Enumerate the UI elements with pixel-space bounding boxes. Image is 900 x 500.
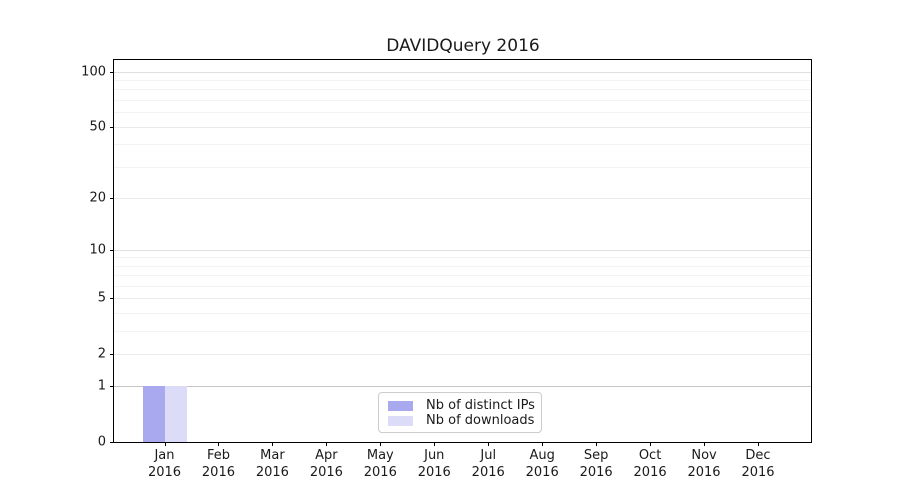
y-gridline-minor bbox=[114, 80, 811, 82]
y-gridline bbox=[114, 126, 811, 128]
legend: Nb of distinct IPs Nb of downloads bbox=[378, 392, 542, 433]
y-tick-label: 2 bbox=[97, 346, 106, 362]
y-gridline bbox=[114, 386, 811, 388]
bar bbox=[142, 386, 165, 442]
x-tick bbox=[704, 442, 706, 446]
y-gridline bbox=[114, 249, 811, 251]
y-tick-label: 50 bbox=[89, 119, 106, 135]
y-tick-label: 1 bbox=[97, 378, 106, 394]
y-tick bbox=[110, 126, 114, 128]
y-gridline bbox=[114, 71, 811, 73]
y-tick-label: 20 bbox=[89, 190, 106, 206]
x-tick-label: May 2016 bbox=[363, 448, 397, 480]
y-tick-label: 100 bbox=[81, 64, 106, 80]
x-tick bbox=[326, 442, 328, 446]
y-gridline-minor bbox=[114, 257, 811, 259]
x-tick-label: Feb 2016 bbox=[201, 448, 235, 480]
y-gridline-minor bbox=[114, 144, 811, 146]
x-tick-label: Oct 2016 bbox=[633, 448, 667, 480]
y-tick bbox=[110, 298, 114, 300]
y-gridline bbox=[114, 353, 811, 355]
x-tick bbox=[272, 442, 274, 446]
y-tick bbox=[110, 249, 114, 251]
y-tick-label: 5 bbox=[97, 290, 106, 306]
y-tick-label: 0 bbox=[97, 434, 106, 450]
y-tick bbox=[110, 71, 114, 73]
y-tick bbox=[110, 197, 114, 199]
legend-swatch-downloads bbox=[388, 415, 413, 426]
legend-entry-downloads: Nb of downloads bbox=[388, 413, 535, 428]
y-gridline-minor bbox=[114, 275, 811, 277]
x-tick bbox=[488, 442, 490, 446]
x-tick bbox=[596, 442, 598, 446]
x-tick bbox=[542, 442, 544, 446]
legend-swatch-distinct-ips bbox=[388, 400, 413, 411]
x-tick bbox=[164, 442, 166, 446]
y-tick-label: 10 bbox=[89, 242, 106, 258]
y-gridline-minor bbox=[114, 265, 811, 267]
x-tick bbox=[758, 442, 759, 446]
y-tick bbox=[110, 386, 114, 388]
y-gridline-minor bbox=[114, 166, 811, 168]
y-gridline-minor bbox=[114, 330, 811, 332]
x-tick bbox=[380, 442, 382, 446]
bar bbox=[164, 386, 187, 442]
chart-title: DAVIDQuery 2016 bbox=[386, 36, 540, 56]
x-tick-label: Sep 2016 bbox=[579, 448, 613, 480]
x-tick bbox=[218, 442, 220, 446]
y-gridline-minor bbox=[114, 312, 811, 314]
x-tick-label: Jun 2016 bbox=[417, 448, 451, 480]
y-tick bbox=[110, 353, 114, 355]
x-tick-label: Jan 2016 bbox=[147, 448, 182, 480]
y-gridline-minor bbox=[114, 285, 811, 287]
x-tick-label: Aug 2016 bbox=[525, 448, 559, 480]
y-gridline-minor bbox=[114, 100, 811, 102]
x-tick-label: Jul 2016 bbox=[471, 448, 505, 480]
legend-label-downloads: Nb of downloads bbox=[426, 413, 535, 428]
legend-label-distinct-ips: Nb of distinct IPs bbox=[426, 398, 535, 413]
y-gridline-minor bbox=[114, 89, 811, 91]
x-tick-label: Mar 2016 bbox=[255, 448, 289, 480]
x-tick bbox=[434, 442, 436, 446]
x-tick-label: Nov 2016 bbox=[687, 448, 721, 480]
x-tick-label: Apr 2016 bbox=[309, 448, 343, 480]
plot-area: 100 50 20 10 5 2 1 0 Jan 2016 Feb 2016 Mar 2016 Apr 201… bbox=[81, 59, 812, 480]
y-gridline-minor bbox=[114, 112, 811, 114]
legend-entry-distinct-ips: Nb of distinct IPs bbox=[388, 398, 535, 413]
y-gridline bbox=[114, 197, 811, 199]
x-tick bbox=[650, 442, 652, 446]
y-gridline bbox=[114, 298, 811, 300]
x-tick-label: Dec 2016 bbox=[741, 448, 775, 480]
y-tick bbox=[110, 442, 114, 443]
